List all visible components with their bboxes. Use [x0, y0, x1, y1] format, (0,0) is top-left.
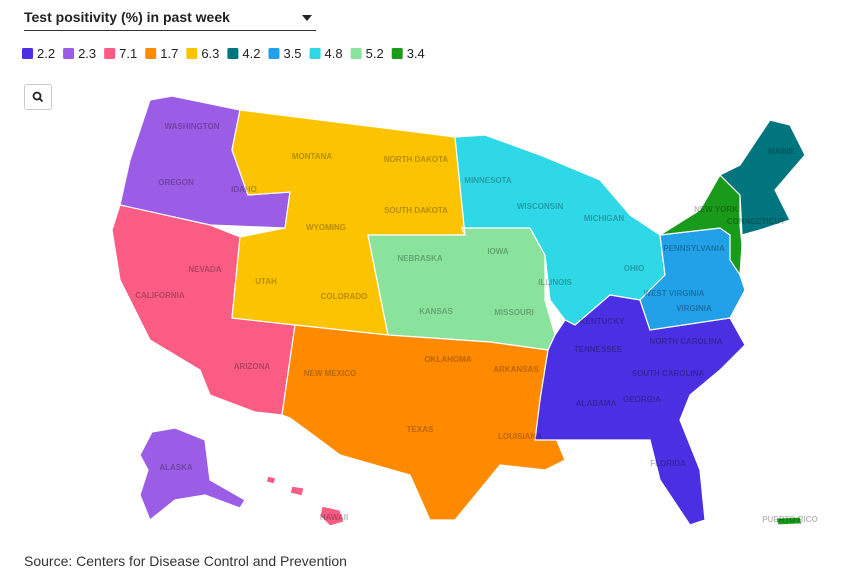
region[interactable]: [319, 505, 345, 527]
region[interactable]: [775, 516, 803, 526]
legend-label: 2.2: [37, 46, 55, 61]
state-label: MINNESOTA: [464, 176, 512, 185]
state-label: TENNESSEE: [574, 345, 623, 354]
legend-label: 4.2: [242, 46, 260, 61]
state-label: ALASKA: [159, 463, 193, 472]
legend-swatch: [104, 48, 116, 59]
state-label: VIRGINIA: [676, 304, 712, 313]
state-label: WASHINGTON: [165, 122, 220, 131]
state-label: FLORIDA: [650, 459, 686, 468]
state-label: SOUTH DAKOTA: [384, 206, 448, 215]
state-label: TEXAS: [407, 425, 434, 434]
caret: [302, 15, 312, 21]
legend-swatch: [145, 48, 157, 59]
state-label: OHIO: [624, 264, 644, 273]
dropdown[interactable]: Test positivity (%) in past week: [24, 6, 316, 31]
region[interactable]: [281, 324, 566, 521]
state-label: NEW MEXICO: [304, 369, 356, 378]
state-label: OKLAHOMA: [424, 355, 471, 364]
legend-swatch: [22, 48, 33, 59]
legend-label: 1.7: [160, 46, 178, 61]
legend-label: 6.3: [201, 46, 219, 61]
legend-label: 5.2: [366, 46, 384, 61]
legend-swatch: [350, 48, 362, 59]
state-label: OREGON: [158, 178, 194, 187]
state-label: WEST VIRGINIA: [644, 289, 705, 298]
state-label: KANSAS: [419, 307, 453, 316]
region[interactable]: [139, 427, 246, 521]
state-label: ALABAMA: [576, 399, 617, 408]
region[interactable]: [534, 294, 746, 526]
legend-swatch: [268, 48, 280, 59]
state-label: PUERTO RICO: [762, 515, 817, 524]
state-label: NORTH CAROLINA: [650, 337, 723, 346]
legend-label: 3.5: [283, 46, 301, 61]
state-label: HAWAII: [320, 513, 348, 522]
state-label: SOUTH CAROLINA: [632, 369, 705, 378]
region[interactable]: [289, 485, 305, 497]
legend-swatch: [391, 48, 403, 59]
legend-label: 3.4: [407, 46, 425, 61]
state-label: WISCONSIN: [517, 202, 563, 211]
state-label: NORTH DAKOTA: [384, 155, 449, 164]
state-label: CALIFORNIA: [135, 291, 185, 300]
region[interactable]: [718, 119, 806, 236]
region[interactable]: [659, 174, 743, 277]
legend-label: 4.8: [325, 46, 343, 61]
state-label: UTAH: [255, 277, 277, 286]
legend-swatch: [309, 48, 321, 59]
legend-swatch: [186, 48, 198, 59]
region[interactable]: [367, 227, 556, 351]
legend: 2.2 2.3 7.1 1.7 6.3 4.2 3.5 4.8 5.2 3.4: [22, 46, 425, 61]
state-label: ARKANSAS: [493, 365, 539, 374]
state-label: COLORADO: [321, 292, 368, 301]
state-label: MAINE: [768, 147, 794, 156]
state-label: GEORGIA: [623, 395, 661, 404]
region[interactable]: [265, 475, 277, 485]
state-label: NEVADA: [188, 265, 221, 274]
search-icon: [32, 91, 44, 103]
state-label: IOWA: [487, 247, 509, 256]
legend-label: 2.3: [78, 46, 96, 61]
legend-label: 7.1: [119, 46, 137, 61]
state-label: MICHIGAN: [584, 214, 625, 223]
source: Source: Centers for Disease Control and …: [24, 553, 347, 569]
legend-swatch: [227, 48, 239, 59]
state-label: KENTUCKY: [580, 317, 625, 326]
state-label: WYOMING: [306, 223, 346, 232]
state-label: MISSOURI: [494, 308, 534, 317]
search-button[interactable]: [24, 84, 52, 110]
legend-swatch: [63, 48, 75, 59]
state-label: IDAHO: [231, 185, 257, 194]
state-label: NEBRASKA: [397, 254, 443, 263]
state-label: ILLINOIS: [538, 278, 572, 287]
state-label: ARIZONA: [234, 362, 271, 371]
state-label: PENNSYLVANIA: [663, 244, 725, 253]
state-label: CONNECTICUT: [727, 217, 785, 226]
dropdown-label: Test positivity (%) in past week: [24, 9, 230, 25]
state-label: NEW YORK: [694, 205, 738, 214]
state-label: MONTANA: [292, 152, 333, 161]
state-label: LOUISIANA: [498, 432, 542, 441]
